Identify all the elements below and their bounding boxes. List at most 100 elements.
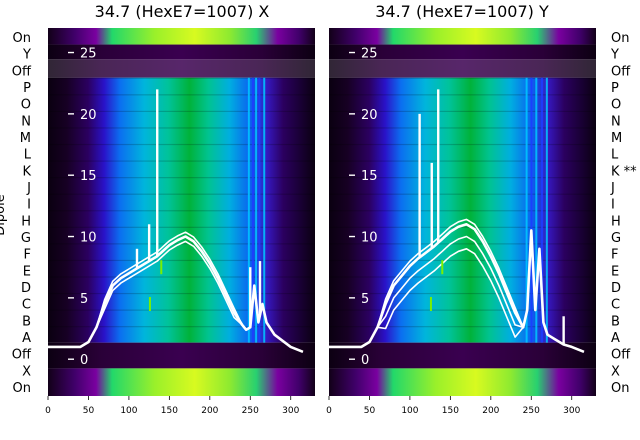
row-seam	[48, 110, 315, 112]
row-label: N	[611, 114, 621, 129]
y-tick-label: 20	[80, 108, 97, 123]
row-label: P	[23, 81, 31, 96]
row-label: C	[22, 298, 31, 313]
row-label: O	[21, 98, 31, 113]
marker	[148, 297, 151, 311]
row-label: Y	[610, 48, 619, 63]
row-seam	[48, 309, 315, 311]
row-label: F	[24, 248, 31, 263]
rfi-stripe	[258, 77, 261, 343]
row-seam	[48, 276, 315, 278]
chart-title-y: 34.7 (HexE7=1007) Y	[375, 2, 549, 21]
y-tick-label: 15	[361, 169, 378, 184]
row-seam	[329, 143, 596, 146]
rfi-stripe	[540, 77, 543, 343]
row-label: J	[26, 181, 31, 196]
row-seam	[329, 110, 596, 112]
row-label: Off	[611, 64, 631, 79]
row-label: O	[611, 98, 621, 113]
row-label: On	[611, 31, 629, 46]
heatmap-band	[48, 44, 315, 60]
x-tick-label: 250	[242, 406, 259, 416]
row-seam	[48, 292, 315, 295]
row-label: A	[611, 331, 620, 346]
row-seam	[329, 226, 596, 228]
marker	[441, 260, 444, 275]
rfi-stripe	[255, 77, 258, 343]
row-label: K	[22, 164, 31, 179]
y-tick-label: 25	[80, 47, 97, 62]
row-label: L	[611, 148, 619, 163]
row-label: F	[611, 248, 618, 263]
row-label: Off	[611, 348, 631, 363]
row-label: D	[21, 281, 31, 296]
row-label: M	[611, 131, 622, 146]
heatmap-band	[329, 44, 596, 60]
row-label: Y	[22, 48, 31, 63]
heatmap-band	[48, 342, 315, 369]
x-tick-label: 50	[83, 406, 95, 416]
rfi-stripe	[263, 77, 266, 343]
row-seam	[48, 143, 315, 146]
row-label: X	[22, 364, 31, 379]
rfi-stripe	[251, 77, 254, 343]
x-tick-label: 150	[161, 406, 178, 416]
row-label: G	[21, 231, 31, 246]
row-label: Off	[12, 348, 32, 363]
row-seam	[48, 210, 315, 212]
marker	[160, 260, 163, 275]
row-seam	[329, 127, 596, 129]
row-label: B	[22, 314, 31, 329]
heatmap-band	[329, 368, 596, 396]
y-tick-label: 0	[361, 353, 369, 368]
marker	[429, 297, 432, 311]
rfi-stripe	[535, 77, 538, 343]
heatmap-band	[48, 77, 315, 343]
row-label: H	[21, 214, 31, 229]
row-label: I	[611, 198, 615, 213]
y-tick-label: 5	[80, 292, 88, 307]
row-label: On	[611, 381, 629, 396]
y-axis-label: Dipole	[0, 194, 8, 235]
heatmap-y	[329, 28, 596, 396]
x-tick-label: 300	[563, 406, 580, 416]
row-label: I	[27, 198, 31, 213]
row-label: E	[23, 264, 31, 279]
heatmap-band	[329, 342, 596, 369]
row-seam	[48, 77, 315, 79]
row-label: L	[24, 148, 32, 163]
row-label: J	[610, 181, 615, 196]
row-label: P	[611, 81, 619, 96]
row-seam	[48, 193, 315, 195]
row-seam	[329, 160, 596, 162]
heatmap-band	[48, 368, 315, 396]
heatmap-band	[48, 59, 315, 78]
row-label: K **	[611, 164, 637, 179]
row-seam	[48, 160, 315, 162]
x-tick-label: 100	[120, 406, 137, 416]
row-label: M	[20, 131, 31, 146]
y-tick-label: 15	[80, 169, 97, 184]
heatmap-x	[48, 28, 315, 396]
row-label: Off	[12, 64, 32, 79]
heatmap-band	[329, 59, 596, 78]
y-tick-label: 5	[361, 292, 369, 307]
y-tick-label: 10	[361, 231, 378, 246]
row-seam	[329, 177, 596, 179]
row-label: On	[13, 31, 31, 46]
x-tick-label: 50	[364, 406, 376, 416]
x-tick-label: 300	[282, 406, 299, 416]
rfi-stripe	[525, 77, 528, 343]
data-line	[329, 218, 585, 353]
row-label: On	[13, 381, 31, 396]
x-tick-label: 0	[326, 406, 332, 416]
y-tick-label: 25	[361, 47, 378, 62]
heatmap-band	[48, 28, 315, 45]
rfi-stripe	[530, 77, 533, 343]
row-seam	[48, 326, 315, 328]
row-seam	[48, 177, 315, 179]
x-tick-label: 150	[442, 406, 459, 416]
row-seam	[329, 193, 596, 195]
